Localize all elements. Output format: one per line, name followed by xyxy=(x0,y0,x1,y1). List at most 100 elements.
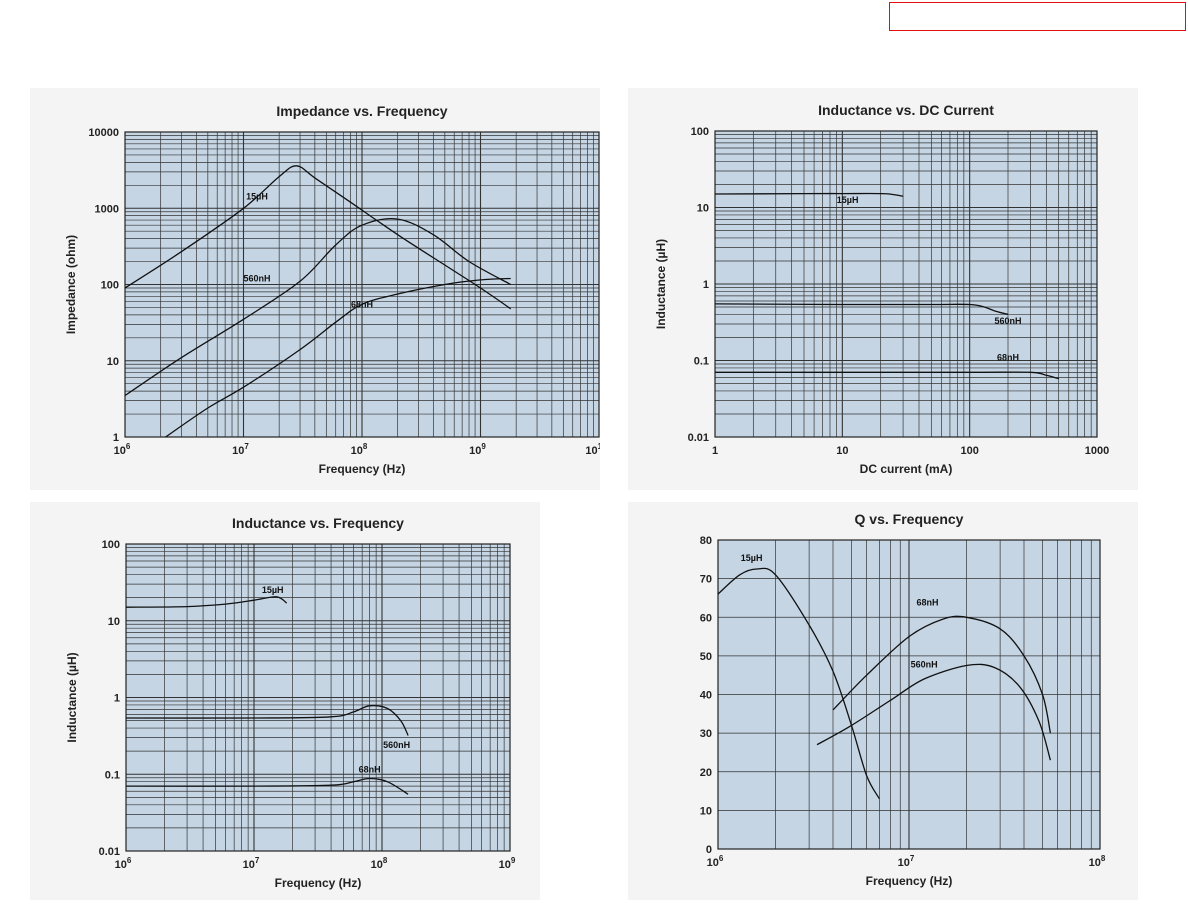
y-tick-label: 80 xyxy=(700,535,712,547)
x-tick-base: 10 xyxy=(469,445,481,457)
x-tick-base: 10 xyxy=(232,445,244,457)
x-tick-base: 10 xyxy=(243,859,255,871)
series-line-68nh xyxy=(165,277,511,438)
x-tick-label: 109 xyxy=(499,856,516,871)
series-line-560nh xyxy=(124,218,512,397)
series-line-68nh xyxy=(832,615,1052,734)
series-label-560nh: 560nH xyxy=(383,740,410,750)
x-axis-label: Frequency (Hz) xyxy=(866,874,953,888)
series-label-68nh: 68nH xyxy=(351,299,373,309)
x-axis-label: DC current (mA) xyxy=(860,462,953,476)
chart-title: Q vs. Frequency xyxy=(855,511,964,527)
x-tick-label: 106 xyxy=(707,854,724,869)
x-tick-base: 10 xyxy=(499,859,511,871)
x-tick-label: 108 xyxy=(1089,854,1106,869)
x-tick-label: 107 xyxy=(232,442,249,457)
x-tick-exponent: 8 xyxy=(383,856,388,865)
x-tick-exponent: 6 xyxy=(719,854,724,863)
y-tick-label: 1000 xyxy=(95,203,119,215)
grid xyxy=(126,544,510,851)
plot-frame xyxy=(717,539,1101,850)
y-tick-label: 0.01 xyxy=(99,846,120,858)
x-tick-exponent: 6 xyxy=(127,856,132,865)
series-line-15uh xyxy=(124,165,512,310)
y-tick-label: 70 xyxy=(700,574,712,586)
y-tick-label: 100 xyxy=(691,126,709,138)
y-tick-label: 20 xyxy=(700,767,712,779)
series-line-68nh xyxy=(125,777,409,795)
x-tick-exponent: 8 xyxy=(363,442,368,451)
x-tick-base: 10 xyxy=(115,859,127,871)
grid xyxy=(125,132,599,437)
x-tick-exponent: 9 xyxy=(511,856,516,865)
series-line-560nh xyxy=(816,663,1052,761)
series-line-560nh xyxy=(714,303,1009,316)
series-line-560nh xyxy=(125,704,409,736)
series-label-15uh: 15µH xyxy=(741,553,763,563)
x-tick-exponent: 8 xyxy=(1101,854,1106,863)
y-axis-label: Inductance (µH) xyxy=(654,239,668,329)
y-tick-label: 1 xyxy=(113,432,119,444)
x-tick-base: 10 xyxy=(585,445,597,457)
series-line-68nh xyxy=(714,371,1059,380)
y-tick-label: 10 xyxy=(107,356,119,368)
y-tick-label: 0.1 xyxy=(694,356,709,368)
series-label-68nh: 68nH xyxy=(997,353,1019,363)
x-tick-base: 10 xyxy=(898,857,910,869)
x-axis-label: Frequency (Hz) xyxy=(319,462,406,476)
x-tick-label: 10 xyxy=(836,445,848,457)
inductance-dc-chart: Inductance vs. DC Current DC current (mA)… xyxy=(628,88,1138,490)
x-tick-label: 107 xyxy=(898,854,915,869)
y-tick-label: 30 xyxy=(700,728,712,740)
inductance-frequency-chart: Inductance vs. Frequency Frequency (Hz) In… xyxy=(30,502,540,900)
x-tick-base: 10 xyxy=(351,445,363,457)
series-label-68nh: 68nH xyxy=(917,598,939,608)
x-tick-base: 10 xyxy=(114,445,126,457)
series-line-15uh xyxy=(717,567,880,800)
series-line-15uh xyxy=(714,192,904,197)
series-label-15uh: 15µH xyxy=(837,195,859,205)
y-tick-label: 10000 xyxy=(88,127,119,139)
y-tick-label: 100 xyxy=(101,280,119,292)
x-tick-exponent: 7 xyxy=(255,856,260,865)
x-tick-exponent: 9 xyxy=(481,442,486,451)
chart-title: Inductance vs. Frequency xyxy=(232,515,404,531)
y-axis-label: Impedance (ohm) xyxy=(64,235,78,334)
y-tick-label: 60 xyxy=(700,612,712,624)
x-tick-exponent: 7 xyxy=(910,854,915,863)
x-tick-label: 106 xyxy=(114,442,131,457)
plot-frame xyxy=(125,543,511,852)
stamp-box xyxy=(889,2,1186,31)
plot-frame xyxy=(124,131,600,438)
x-tick-exponent: 6 xyxy=(126,442,131,451)
y-tick-label: 1 xyxy=(703,279,709,291)
x-tick-base: 10 xyxy=(707,857,719,869)
y-tick-label: 100 xyxy=(102,539,120,551)
x-tick-label: 107 xyxy=(243,856,260,871)
x-tick-exponent: 10 xyxy=(598,442,600,451)
impedance-chart: Impedance vs. Frequency Frequency (Hz) Imp… xyxy=(30,88,600,490)
series-label-15uh: 15µH xyxy=(262,585,284,595)
series-label-560nh: 560nH xyxy=(243,273,270,283)
y-tick-label: 0 xyxy=(706,844,712,856)
x-tick-label: 100 xyxy=(960,445,978,457)
x-tick-label: 106 xyxy=(115,856,132,871)
x-tick-exponent: 7 xyxy=(244,442,249,451)
x-tick-base: 10 xyxy=(1089,857,1101,869)
y-tick-label: 10 xyxy=(700,805,712,817)
y-tick-label: 40 xyxy=(700,690,712,702)
series-label-560nh: 560nH xyxy=(911,659,938,669)
chart-title: Impedance vs. Frequency xyxy=(276,103,447,119)
y-axis-label: Inductance (µH) xyxy=(65,652,79,742)
series-label-15uh: 15µH xyxy=(246,192,268,202)
grid xyxy=(715,131,1097,437)
y-tick-label: 10 xyxy=(697,203,709,215)
plot-frame xyxy=(714,130,1098,438)
x-tick-label: 109 xyxy=(469,442,486,457)
series-label-560nh: 560nH xyxy=(994,316,1021,326)
chart-title: Inductance vs. DC Current xyxy=(818,102,994,118)
x-tick-label: 108 xyxy=(371,856,388,871)
y-tick-label: 0.01 xyxy=(688,432,709,444)
